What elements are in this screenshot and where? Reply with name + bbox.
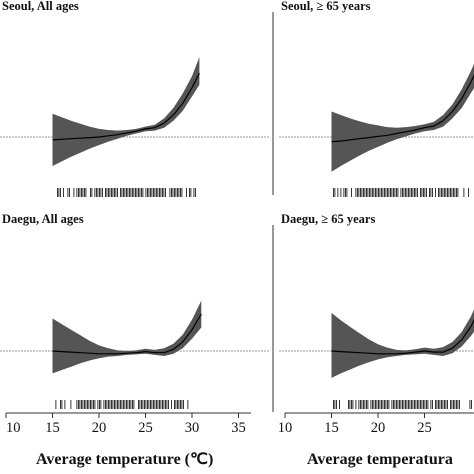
rug-marks: [55, 400, 189, 409]
panel-seoul-65-years: [279, 63, 474, 197]
x-tick-label: 20: [371, 420, 386, 436]
panel-daegu-all-ages: [0, 300, 270, 409]
x-axis-label-right: Average temperatura: [307, 451, 453, 468]
panel-title-seoul-65: Seoul, ≥ 65 years: [281, 0, 371, 13]
rug-marks: [57, 188, 196, 197]
estimate-line: [52, 72, 200, 141]
x-axis-label-left: Average temperature (℃): [36, 451, 213, 468]
x-tick-label: 30: [185, 420, 200, 436]
panel-daegu-65-years: [279, 309, 474, 409]
confidence-band: [331, 63, 474, 172]
panel-title-daegu-all: Daegu, All ages: [2, 212, 84, 226]
panel-seoul-all-ages: [0, 57, 270, 197]
x-tick-label: 20: [92, 420, 107, 436]
confidence-band: [331, 309, 474, 378]
x-tick-label: 10: [6, 420, 21, 436]
x-tick-label: 10: [278, 420, 293, 436]
rug-marks: [332, 188, 469, 197]
panel-title-daegu-65: Daegu, ≥ 65 years: [281, 212, 375, 226]
confidence-band: [52, 57, 200, 166]
estimate-line: [331, 319, 474, 355]
x-tick-label: 15: [45, 420, 60, 436]
estimate-line: [52, 313, 202, 355]
x-axis: 10 15 20 25 30 35 10 15 20 25: [5, 412, 474, 436]
estimate-line: [331, 74, 474, 143]
panel-title-seoul-all: Seoul, All ages: [2, 0, 79, 13]
rug-marks: [332, 400, 472, 409]
confidence-band: [52, 300, 202, 374]
x-tick-label: 15: [324, 420, 339, 436]
x-tick-label: 25: [138, 420, 153, 436]
x-tick-label: 25: [417, 420, 432, 436]
x-tick-label: 35: [231, 420, 246, 436]
